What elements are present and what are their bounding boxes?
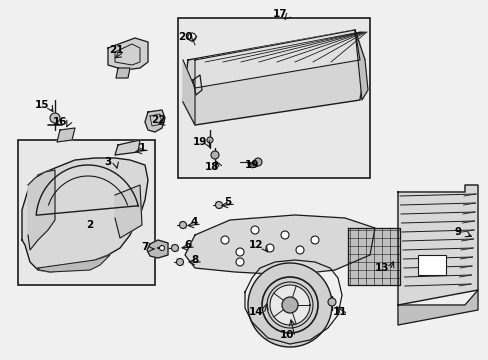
Polygon shape	[195, 30, 359, 88]
Text: 14: 14	[248, 307, 263, 317]
Circle shape	[295, 246, 304, 254]
Circle shape	[253, 158, 262, 166]
Text: 9: 9	[453, 227, 461, 237]
Circle shape	[281, 231, 288, 239]
Circle shape	[210, 151, 219, 159]
Text: 18: 18	[204, 162, 219, 172]
Polygon shape	[115, 185, 142, 238]
Text: 19: 19	[192, 137, 207, 147]
Polygon shape	[184, 215, 374, 275]
Text: 5: 5	[224, 197, 231, 207]
Text: 22: 22	[150, 115, 165, 125]
Text: 6: 6	[184, 240, 191, 250]
Circle shape	[310, 236, 318, 244]
Polygon shape	[269, 285, 309, 325]
Polygon shape	[347, 228, 399, 285]
Polygon shape	[145, 110, 164, 132]
Text: 7: 7	[141, 242, 148, 252]
Circle shape	[236, 248, 244, 256]
Polygon shape	[116, 68, 130, 78]
Circle shape	[187, 33, 196, 41]
Text: 12: 12	[248, 240, 263, 250]
Text: 11: 11	[332, 307, 346, 317]
Text: 4: 4	[190, 217, 197, 227]
Polygon shape	[397, 185, 477, 305]
Text: 20: 20	[177, 32, 192, 42]
Circle shape	[250, 226, 259, 234]
Polygon shape	[115, 140, 140, 155]
Text: 3: 3	[104, 157, 111, 167]
Circle shape	[171, 244, 178, 252]
Circle shape	[215, 202, 222, 208]
Circle shape	[236, 258, 244, 266]
Text: 8: 8	[191, 255, 198, 265]
Text: 10: 10	[279, 330, 294, 340]
Text: 17: 17	[272, 9, 287, 19]
Text: 15: 15	[35, 100, 49, 110]
Bar	[178, 18, 369, 178]
Polygon shape	[183, 60, 195, 125]
Polygon shape	[183, 30, 364, 125]
Circle shape	[265, 244, 273, 252]
Text: 21: 21	[108, 45, 123, 55]
Circle shape	[50, 113, 60, 123]
Polygon shape	[147, 240, 168, 258]
Polygon shape	[57, 128, 75, 142]
Text: 19: 19	[244, 160, 259, 170]
Circle shape	[221, 236, 228, 244]
Circle shape	[176, 258, 183, 266]
Text: 16: 16	[53, 117, 67, 127]
Text: 1: 1	[138, 143, 145, 153]
Polygon shape	[354, 30, 367, 100]
Polygon shape	[108, 38, 148, 70]
Circle shape	[206, 137, 213, 143]
Circle shape	[327, 298, 335, 306]
Polygon shape	[247, 263, 331, 347]
Circle shape	[159, 246, 164, 251]
Polygon shape	[28, 170, 55, 250]
Text: 2: 2	[86, 220, 93, 230]
Polygon shape	[38, 255, 110, 272]
Circle shape	[282, 297, 297, 313]
Circle shape	[179, 221, 186, 229]
Bar	[417, 255, 445, 275]
Text: 13: 13	[374, 263, 388, 273]
Polygon shape	[22, 158, 148, 272]
Polygon shape	[397, 290, 477, 325]
Bar	[18, 140, 155, 285]
